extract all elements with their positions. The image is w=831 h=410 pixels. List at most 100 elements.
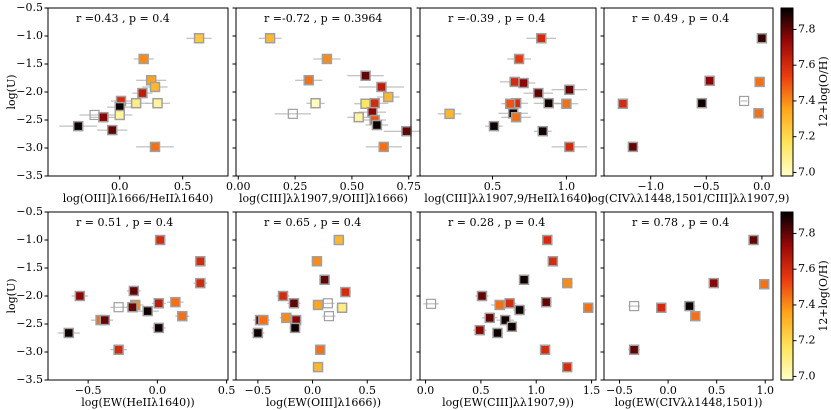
marker [617,98,629,110]
marker [152,97,163,109]
y-tick-label: −2.0 [16,289,43,302]
marker [74,290,86,302]
panel: −0.5 0.0 0.5 1.0 r = 0.78 , p = 0.4 log(EW(CI… [600,211,774,409]
x-tick-label: 1.0 [527,384,545,397]
colorbar-tick-label: 7.6 [798,262,816,275]
x-tick-label: 0.0 [659,384,677,397]
panel: 0.0 0.5 −3.5 −3.0 −2.5 −2.0 −1.5 −1.0 −0.5 r =0.4… [5,1,229,205]
marker [312,299,324,311]
marker [444,108,455,120]
marker [288,298,300,309]
x-tick-label: −0.5 [693,180,720,193]
open-marker [322,298,333,309]
marker [314,344,326,356]
x-tick-label: 0.0 [304,384,322,397]
x-tick-label: 1.0 [558,180,576,193]
marker [360,70,371,82]
x-tick-label: 1.5 [583,384,601,397]
marker [583,302,594,314]
x-tick-label: 0.00 [226,180,251,193]
colorbar-tick-label: 7.0 [798,369,816,382]
marker [99,314,111,326]
marker [371,119,383,131]
x-tick-label: 0.5 [472,384,490,397]
marker [252,327,264,339]
colorbar-tick-label: 7.2 [798,130,816,143]
y-tick-label: −3.0 [16,141,43,154]
marker [281,312,292,324]
marker [492,327,503,339]
x-tick-label: −0.5 [245,384,272,397]
y-tick-label: −2.0 [16,85,43,98]
marker [628,344,640,356]
y-tick-label: −1.0 [16,29,43,42]
marker [321,53,333,65]
colorbar-tick-label: 7.4 [798,94,816,107]
marker [137,87,148,99]
x-tick-label: −1.0 [637,180,664,193]
open-marker [323,311,335,322]
x-axis-label: log(EW(CIII]λλ1907,9)) [442,396,574,409]
marker [106,124,118,136]
marker [353,111,364,123]
marker [195,277,206,289]
x-axis-label: log(EW(CIVλλ1448,1501)) [615,396,763,409]
marker [340,286,351,298]
open-marker [287,108,298,119]
y-tick-label: −0.5 [16,1,43,14]
x-tick-label: 0.5 [359,384,377,397]
marker [561,98,572,110]
x-tick-label: −0.5 [75,384,102,397]
marker [153,322,165,334]
annotation: r = 0.49 , p = 0.4 [632,12,729,25]
marker [289,322,301,334]
marker [540,296,552,308]
colorbar [780,211,794,381]
colorbar-tick-label: 7.6 [798,58,816,71]
y-tick-label: −1.0 [16,233,43,246]
panel: −1.0 −0.5 0.0 r = 0.49 , p = 0.4 log(CIVλλ14… [588,7,789,205]
colorbar-tick-label: 7.8 [798,22,816,35]
marker [149,141,161,153]
marker [488,120,500,132]
marker [754,76,765,88]
annotation: r = 0.65 , p = 0.4 [264,216,361,229]
marker [696,97,708,109]
annotation: r =-0.39 , p = 0.4 [448,12,545,25]
marker [748,234,759,246]
marker [277,290,289,302]
open-marker [629,300,640,312]
marker [533,87,544,99]
marker [513,53,525,65]
plot-frame [603,211,774,381]
x-tick-label: 0.0 [753,180,771,193]
marker [509,76,520,88]
plot-frame [235,7,412,177]
marker [539,344,551,356]
marker [63,327,75,339]
annotation: r = 0.78 , p = 0.4 [632,216,729,229]
marker [311,256,323,267]
marker [312,361,324,373]
marker [656,302,667,314]
marker [128,285,140,297]
marker [518,77,529,89]
marker [195,256,206,267]
annotation: r =-0.72 , p = 0.3964 [264,12,382,25]
marker [264,32,276,44]
marker [333,234,345,246]
marker [113,344,124,356]
marker [756,32,768,44]
colorbar-tick-label: 7.0 [798,165,816,178]
marker [127,301,138,313]
marker [130,97,142,109]
panel: 0.00 0.25 0.50 0.75 r =-0.72 , p = 0.3964 log… [226,7,430,205]
annotation: r = 0.28 , p = 0.4 [448,216,545,229]
open-marker [425,298,437,309]
y-tick-label: −1.5 [16,57,43,70]
y-tick-label: −2.5 [16,113,43,126]
marker [114,109,125,121]
x-tick-label: 0.50 [340,180,365,193]
marker [759,278,770,290]
